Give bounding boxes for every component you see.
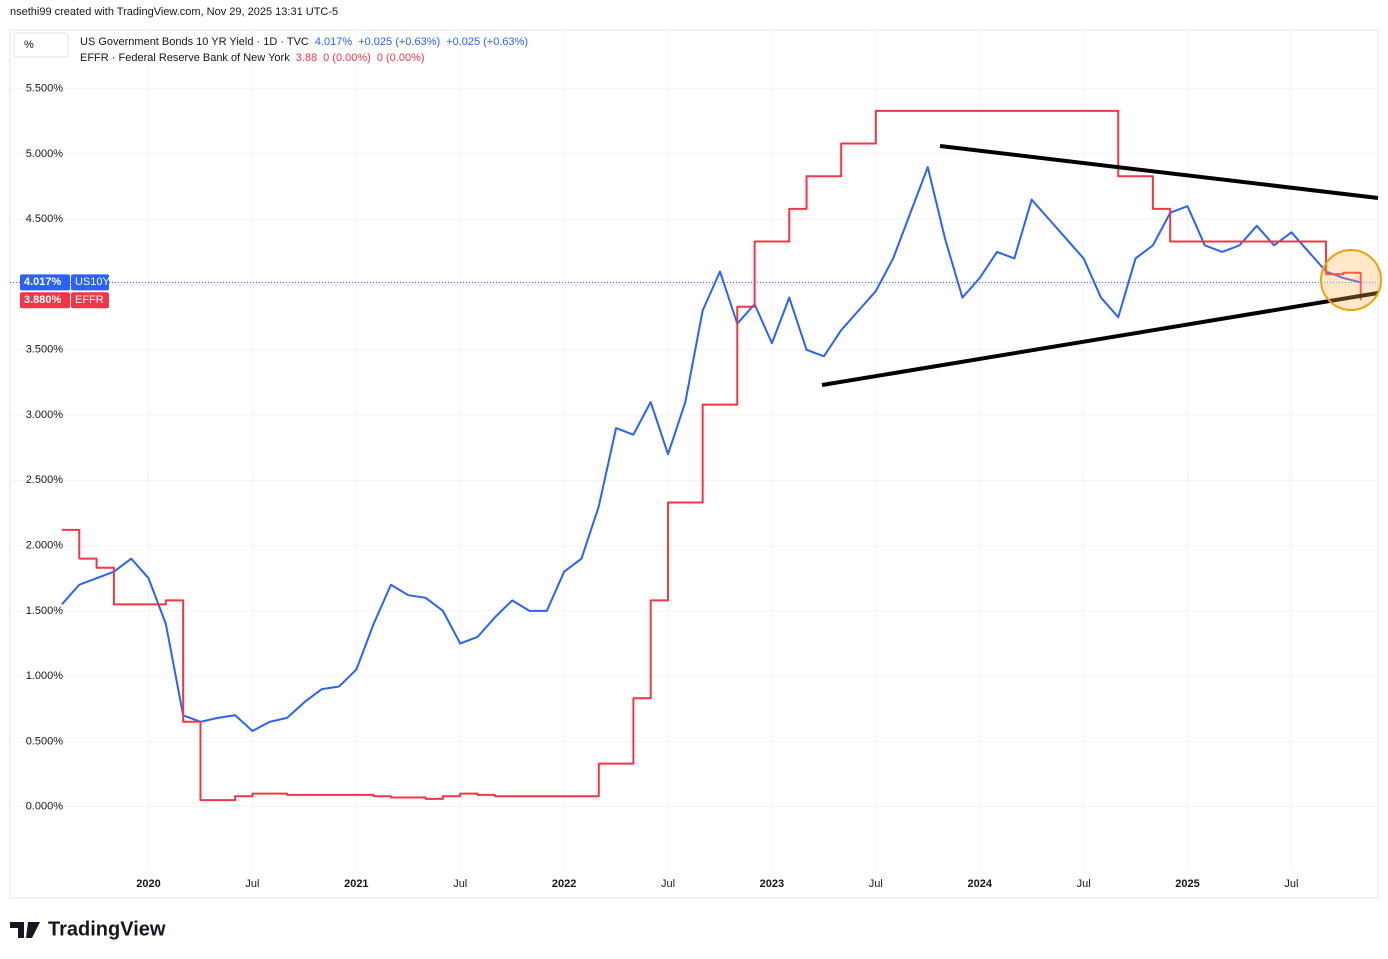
highlight-circle: [1320, 249, 1382, 311]
x-tick-label: 2021: [344, 878, 368, 890]
legend-changes-1: 0 (0.00%): [377, 52, 425, 64]
x-tick-label: Jul: [869, 878, 883, 890]
legend-changes-1: +0.025 (+0.63%): [446, 36, 528, 48]
x-tick-label: Jul: [1284, 878, 1298, 890]
x-tick-label: 2023: [760, 878, 784, 890]
legend-legend_value: 4.017%: [315, 36, 353, 48]
trend-line: [939, 144, 1379, 200]
y-tick-label: 5.000%: [26, 148, 64, 160]
symbol-tag-label: US10Y: [75, 276, 111, 288]
legend-legend_value: 3.88: [296, 52, 317, 64]
chart-title: nsethi99 created with TradingView.com, N…: [10, 6, 338, 18]
y-tick-label: 5.500%: [26, 83, 64, 95]
y-tick-label: 2.500%: [26, 474, 64, 486]
x-tick-label: 2024: [967, 878, 992, 890]
price-tag: [20, 274, 70, 291]
unit-button-label: %: [24, 39, 34, 51]
price-tag-label: 4.017%: [24, 276, 62, 288]
logo-icon: [10, 922, 40, 938]
x-tick-label: Jul: [453, 878, 467, 890]
y-tick-label: 0.000%: [26, 801, 64, 813]
x-tick-label: Jul: [245, 878, 259, 890]
x-tick-label: 2022: [552, 878, 576, 890]
y-tick-label: 3.500%: [26, 344, 64, 356]
x-tick-label: Jul: [1077, 878, 1091, 890]
legend-changes-0: 0 (0.00%): [323, 52, 371, 64]
symbol-tag: [71, 274, 109, 291]
series-line: [61, 166, 1361, 732]
plot-area: [10, 30, 1378, 868]
series-line: [61, 109, 1362, 802]
legend-description: EFFR · Federal Reserve Bank of New York: [80, 52, 290, 64]
y-tick-label: 2.000%: [26, 539, 64, 551]
trend-line: [821, 291, 1379, 387]
legend-description: US Government Bonds 10 YR Yield · 1D · T…: [80, 36, 309, 48]
brand: TradingView: [48, 918, 166, 940]
unit-button[interactable]: [13, 32, 69, 58]
y-tick-label: 0.500%: [26, 735, 64, 747]
symbol-tag-label: EFFR: [75, 294, 104, 306]
y-tick-label: 4.500%: [26, 213, 64, 225]
price-tag-label: 3.880%: [24, 294, 62, 306]
plot-frame: [9, 29, 1379, 899]
x-tick-label: 2025: [1175, 878, 1199, 890]
legend-entry: EFFR · Federal Reserve Bank of New York 3…: [80, 52, 425, 64]
symbol-tag: [71, 292, 109, 309]
y-tick-label: 1.000%: [26, 670, 64, 682]
price-tag: [20, 292, 70, 309]
y-tick-label: 3.000%: [26, 409, 64, 421]
legend-changes-0: +0.025 (+0.63%): [358, 36, 440, 48]
x-tick-label: 2020: [136, 878, 160, 890]
y-tick-label: 1.500%: [26, 605, 64, 617]
x-tick-label: Jul: [661, 878, 675, 890]
legend-entry: US Government Bonds 10 YR Yield · 1D · T…: [80, 36, 528, 48]
logo: TradingView: [10, 918, 166, 940]
